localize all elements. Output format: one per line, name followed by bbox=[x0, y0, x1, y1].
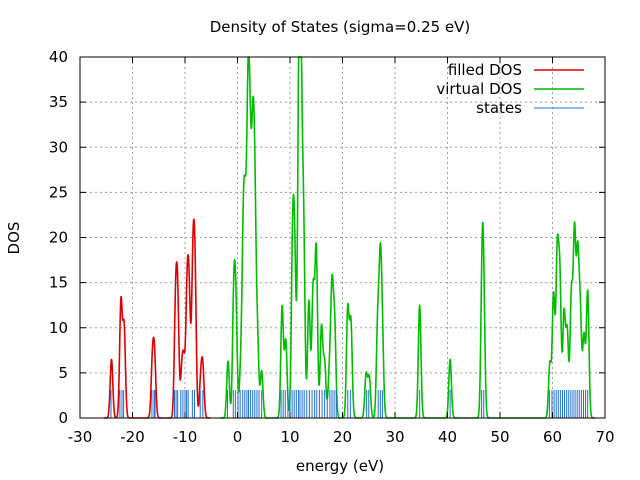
y-tick-label: 5 bbox=[58, 364, 68, 382]
y-tick-label: 35 bbox=[49, 93, 68, 111]
y-tick-label: 15 bbox=[49, 274, 68, 292]
axes: -30 -20 -10 0 10 20 30 40 50 60 70 0 5 10 15 20 25 30 35 40 bbox=[49, 48, 615, 446]
x-tick-label: -20 bbox=[120, 428, 145, 446]
x-tick-label: 70 bbox=[595, 428, 614, 446]
x-tick-label: 0 bbox=[233, 428, 243, 446]
x-tick-label: -10 bbox=[173, 428, 198, 446]
x-tick-label: 50 bbox=[490, 428, 509, 446]
y-tick-label: 25 bbox=[49, 183, 68, 201]
legend-label-virtual-dos: virtual DOS bbox=[436, 80, 522, 98]
x-tick-label: 40 bbox=[438, 428, 457, 446]
grid bbox=[80, 57, 605, 418]
x-axis-label: energy (eV) bbox=[296, 457, 384, 475]
legend-label-states: states bbox=[476, 99, 522, 117]
filled-dos-line bbox=[103, 218, 212, 419]
legend-label-filled-dos: filled DOS bbox=[448, 61, 522, 79]
chart-title: Density of States (sigma=0.25 eV) bbox=[210, 18, 471, 36]
y-tick-label: 20 bbox=[49, 229, 68, 247]
x-tick-label: -30 bbox=[68, 428, 93, 446]
y-axis-label: DOS bbox=[5, 222, 23, 255]
y-tick-label: 40 bbox=[49, 48, 68, 66]
y-tick-label: 0 bbox=[58, 409, 68, 427]
x-tick-label: 10 bbox=[280, 428, 299, 446]
x-tick-label: 20 bbox=[333, 428, 352, 446]
y-tick-label: 10 bbox=[49, 319, 68, 337]
y-tick-label: 30 bbox=[49, 138, 68, 156]
x-tick-label: 30 bbox=[385, 428, 404, 446]
x-tick-label: 60 bbox=[543, 428, 562, 446]
